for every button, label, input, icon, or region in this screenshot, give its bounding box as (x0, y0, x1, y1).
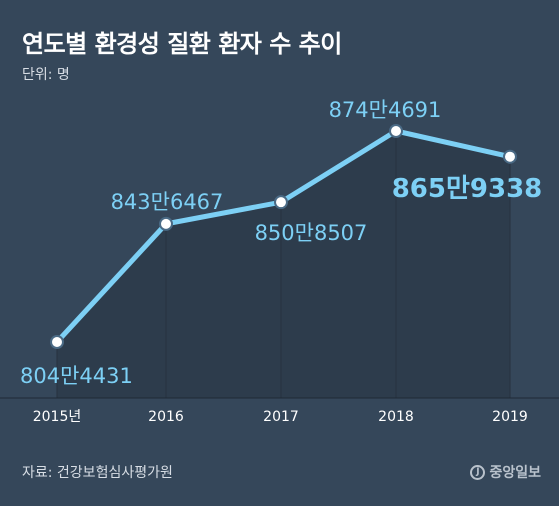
chart-title: 연도별 환경성 질환 환자 수 추이 (22, 30, 342, 58)
data-point (274, 195, 288, 210)
x-tick-label: 2019 (492, 409, 528, 425)
data-point (159, 216, 173, 231)
chart-area (57, 131, 510, 398)
x-tick-label: 2018 (378, 409, 414, 425)
data-point (389, 124, 403, 138)
data-label: 865만9338 (392, 174, 543, 204)
logo-text: 중앙일보 (489, 465, 541, 481)
data-label: 804만4431 (20, 364, 133, 388)
publisher-logo: J 중앙일보 (470, 462, 541, 482)
data-label: 843만6467 (111, 190, 224, 214)
data-point (50, 335, 64, 349)
logo-mark-icon: J (470, 464, 486, 480)
unit-label: 단위: 명 (22, 67, 70, 83)
data-label: 850만8507 (255, 221, 368, 245)
data-point (503, 149, 517, 164)
source-note: 자료: 건강보험심사평가원 (22, 465, 173, 481)
x-tick-label: 2017 (263, 409, 299, 425)
x-tick-label: 2015년 (33, 409, 82, 425)
x-tick-label: 2016 (148, 409, 184, 425)
data-label: 874만4691 (329, 98, 442, 122)
